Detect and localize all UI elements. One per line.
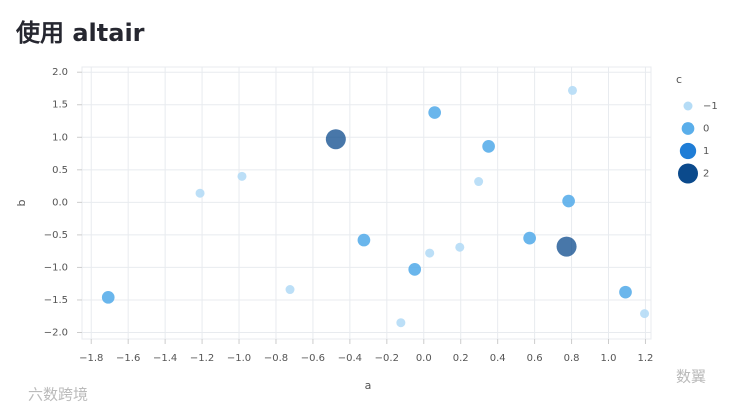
point bbox=[562, 194, 575, 208]
x-tick-label: 0.8 bbox=[564, 353, 580, 364]
x-tick-label: −0.2 bbox=[375, 353, 399, 364]
x-tick-label: −0.8 bbox=[264, 353, 288, 364]
y-tick-label: −1.0 bbox=[44, 262, 68, 273]
y-tick-label: −0.5 bbox=[44, 230, 68, 241]
point bbox=[357, 233, 371, 247]
point bbox=[640, 309, 650, 319]
legend-symbol bbox=[679, 142, 697, 160]
point bbox=[195, 188, 205, 198]
point bbox=[556, 236, 577, 257]
legend-label: −1 bbox=[703, 101, 718, 112]
point bbox=[237, 171, 247, 181]
plot-frame bbox=[81, 66, 652, 340]
y-tick-label: −1.5 bbox=[44, 295, 68, 306]
legend-symbol bbox=[683, 101, 693, 111]
y-tick-label: −2.0 bbox=[44, 327, 68, 338]
chart-title: 使用 altair bbox=[15, 19, 145, 47]
point bbox=[482, 140, 495, 153]
x-axis-title: a bbox=[365, 379, 372, 392]
x-tick-label: 1.0 bbox=[601, 353, 617, 364]
point bbox=[455, 242, 465, 252]
point bbox=[325, 129, 346, 150]
point bbox=[619, 285, 632, 299]
legend-title: c bbox=[676, 73, 682, 86]
point bbox=[396, 318, 406, 328]
y-tick-label: 2.0 bbox=[52, 67, 68, 78]
point bbox=[425, 248, 435, 258]
point bbox=[408, 263, 422, 276]
x-tick-label: −1.6 bbox=[116, 353, 140, 364]
legend-symbol bbox=[678, 163, 698, 184]
point bbox=[567, 85, 577, 95]
x-tick-label: −0.4 bbox=[338, 353, 362, 364]
x-tick-label: −0.6 bbox=[301, 353, 325, 364]
point bbox=[523, 231, 536, 245]
point bbox=[428, 106, 442, 119]
watermark: 六数跨境 bbox=[28, 386, 88, 404]
watermark: 数翼 bbox=[676, 368, 706, 386]
legend-symbol bbox=[681, 122, 695, 135]
x-tick-label: −1.4 bbox=[153, 353, 177, 364]
x-tick-label: −1.8 bbox=[79, 353, 103, 364]
y-axis-title: b bbox=[15, 199, 28, 206]
x-tick-label: 0.0 bbox=[416, 353, 432, 364]
x-tick-label: 0.4 bbox=[490, 353, 506, 364]
legend-label: 0 bbox=[703, 124, 709, 135]
y-tick-label: 0.0 bbox=[52, 197, 68, 208]
x-tick-label: −1.0 bbox=[227, 353, 251, 364]
point bbox=[285, 285, 295, 295]
point bbox=[101, 291, 115, 304]
x-tick-label: 1.2 bbox=[638, 353, 654, 364]
y-tick-label: 1.0 bbox=[52, 132, 68, 143]
y-tick-label: 1.5 bbox=[52, 100, 68, 111]
x-tick-label: −1.2 bbox=[190, 353, 214, 364]
y-tick-label: 0.5 bbox=[52, 165, 68, 176]
x-tick-label: 0.2 bbox=[453, 353, 469, 364]
point bbox=[474, 177, 484, 187]
x-tick-label: 0.6 bbox=[527, 353, 543, 364]
legend-label: 1 bbox=[703, 146, 709, 157]
legend-label: 2 bbox=[703, 169, 709, 180]
